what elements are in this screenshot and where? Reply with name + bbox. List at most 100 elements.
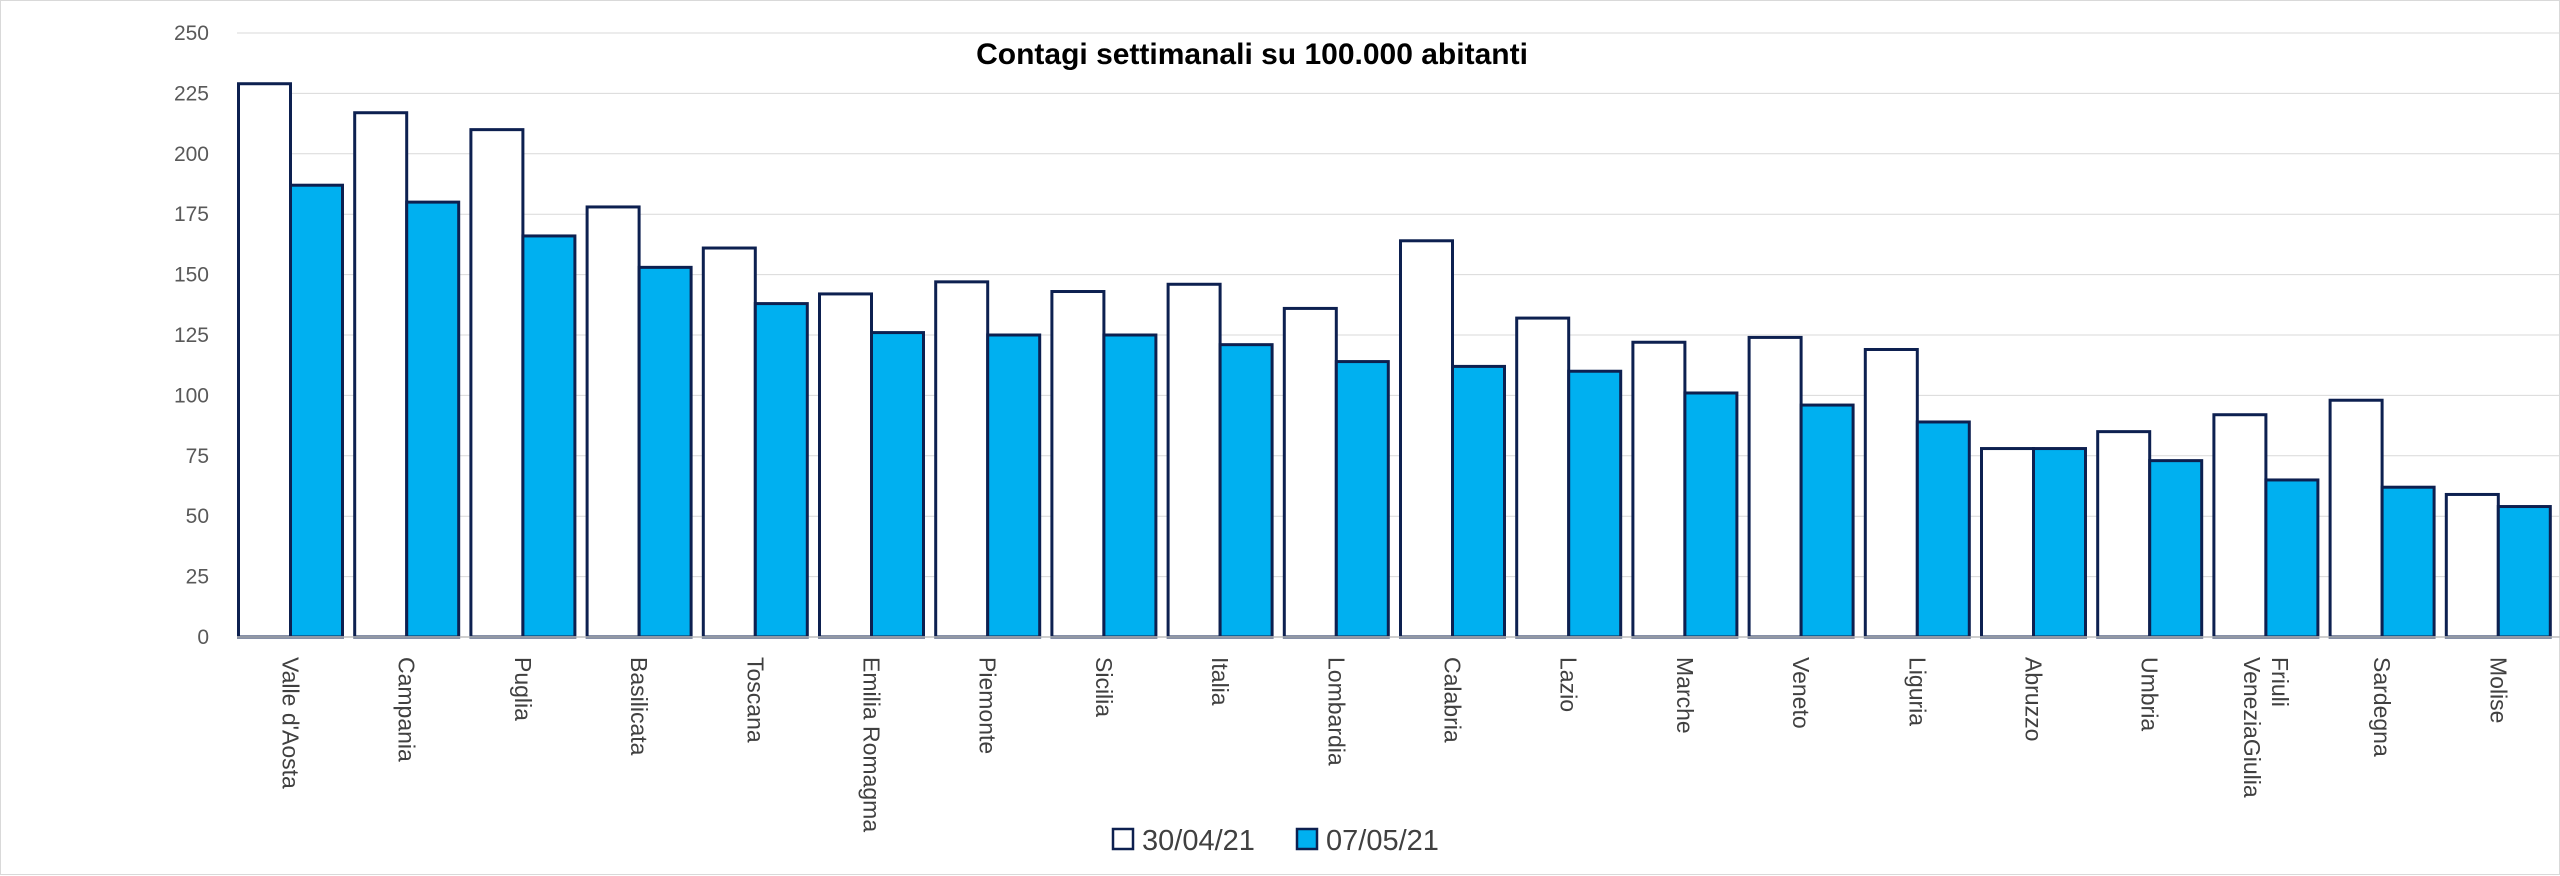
bar-series1 (2212, 413, 2268, 639)
x-tick-label-text: Toscana (742, 657, 768, 743)
bar-series1 (1050, 290, 1106, 639)
x-tick-label: Sicilia (1091, 657, 1117, 717)
x-tick-label: Italia (1207, 657, 1233, 706)
chart-title: Contagi settimanali su 100.000 abitanti (976, 38, 1528, 71)
bar-series1 (934, 280, 990, 639)
y-tick-label: 50 (186, 505, 209, 528)
x-tick-label-text: Basilicata (626, 657, 652, 756)
x-tick-label-text: Italia (1207, 657, 1233, 706)
y-axis-ticks: 0 25 50 75 100 125 150 175 200 225 250 (174, 22, 209, 649)
bar-series1 (469, 128, 525, 639)
legend-label: 07/05/21 (1326, 825, 1439, 857)
bar-series2 (1567, 369, 1623, 639)
bar-series1 (2328, 398, 2384, 639)
y-tick-label: 200 (174, 143, 209, 166)
bar-series1 (1980, 447, 2035, 639)
legend-label: 30/04/21 (1142, 825, 1255, 857)
bar-series2 (2496, 505, 2552, 639)
x-tick-label-text: Liguria (1904, 657, 1930, 726)
x-tick-label: Abruzzo (2021, 657, 2047, 741)
x-tick-label-text: Molise (2485, 657, 2511, 723)
y-tick-label: 125 (174, 324, 209, 347)
x-tick-label: Sardegna (2369, 657, 2395, 757)
bar-series1 (1747, 335, 1803, 639)
legend: 30/04/21 07/05/21 (1111, 825, 1439, 857)
x-tick-label-text: VeneziaGiulia (2239, 657, 2265, 798)
bar-series2 (1334, 360, 1390, 639)
x-tick-label-text: Calabria (1440, 657, 1466, 743)
x-tick-label: Umbria (2137, 657, 2163, 731)
gridlines (237, 32, 2560, 578)
y-tick-label: 0 (197, 626, 209, 649)
bar-series2 (2380, 485, 2436, 639)
bar-series2 (405, 200, 461, 639)
bar-series1 (1282, 306, 1338, 639)
y-tick-label: 150 (174, 264, 209, 287)
bar-series2 (1915, 420, 1971, 639)
y-tick-label: 75 (186, 445, 209, 468)
bar-series2 (1102, 333, 1158, 639)
bar-series2 (986, 333, 1042, 639)
bar-series2 (1683, 391, 1739, 639)
x-tick-label: Valle d'Aosta (278, 657, 304, 789)
x-tick-label-text: Sicilia (1091, 657, 1117, 717)
x-tick-label-text: Puglia (510, 657, 536, 721)
x-tick-label-text: Friuli (2267, 657, 2293, 707)
x-tick-label: Piemonte (975, 657, 1001, 754)
y-tick-label: 175 (174, 203, 209, 226)
x-tick-label: Emilia Romagma (859, 657, 885, 832)
bar-series2 (521, 234, 577, 639)
bar-series2 (637, 265, 693, 639)
bar-series1 (1399, 239, 1454, 639)
bar-series2 (2264, 478, 2320, 639)
bar-series2 (2148, 459, 2204, 639)
x-tick-label: Lazio (1556, 657, 1582, 712)
x-tick-label: Calabria (1440, 657, 1466, 743)
bar-series2 (2032, 447, 2087, 639)
x-tick-label-text: Piemonte (975, 657, 1001, 754)
x-tick-label-text: Abruzzo (2021, 657, 2047, 741)
x-tick-label: Liguria (1904, 657, 1930, 726)
x-tick-label: Toscana (742, 657, 768, 743)
bar-series2 (1799, 403, 1855, 639)
x-tick-label-text: Lazio (1556, 657, 1582, 712)
bar-series1 (585, 205, 641, 639)
bar-series1 (1166, 282, 1222, 639)
bar-series1 (818, 292, 873, 639)
x-tick-label-text: Veneto (1788, 657, 1814, 729)
x-tick-label: Puglia (510, 657, 536, 721)
x-tick-label-text: Umbria (2137, 657, 2163, 731)
x-tick-label-text: Campania (394, 657, 420, 762)
legend-swatch (1295, 827, 1319, 851)
x-tick-label: Lombardia (1323, 657, 1349, 766)
x-tick-label-text: Sardegna (2369, 657, 2395, 757)
x-tick-label: Campania (394, 657, 420, 762)
x-tick-label: Veneto (1788, 657, 1814, 729)
y-tick-label: 25 (186, 566, 209, 589)
y-tick-label: 225 (174, 82, 209, 105)
x-tick-label-text: Marche (1672, 657, 1698, 734)
bar-series2 (289, 183, 344, 639)
bar-series2 (1451, 364, 1506, 639)
bar-series1 (2096, 430, 2152, 639)
y-tick-label: 100 (174, 384, 209, 407)
bar-series1 (2444, 492, 2500, 639)
x-axis-labels: Valle d'Aosta Campania Puglia Basilicata Tos… (278, 657, 2512, 832)
x-tick-label-text: Lombardia (1323, 657, 1349, 766)
bar-series1 (1631, 340, 1687, 639)
bar-series1 (1515, 316, 1571, 639)
bar-series2 (1218, 343, 1274, 639)
bar-series2 (753, 302, 809, 639)
legend-swatch (1111, 827, 1135, 851)
x-tick-label: Molise (2485, 657, 2511, 723)
bar-series1 (701, 246, 757, 639)
bar-series2 (870, 331, 925, 639)
x-tick-label-text: Valle d'Aosta (278, 657, 304, 789)
bar-series1 (237, 82, 292, 639)
bars (237, 82, 2552, 639)
x-tick-label: Marche (1672, 657, 1698, 734)
x-tick-label: Basilicata (626, 657, 652, 756)
